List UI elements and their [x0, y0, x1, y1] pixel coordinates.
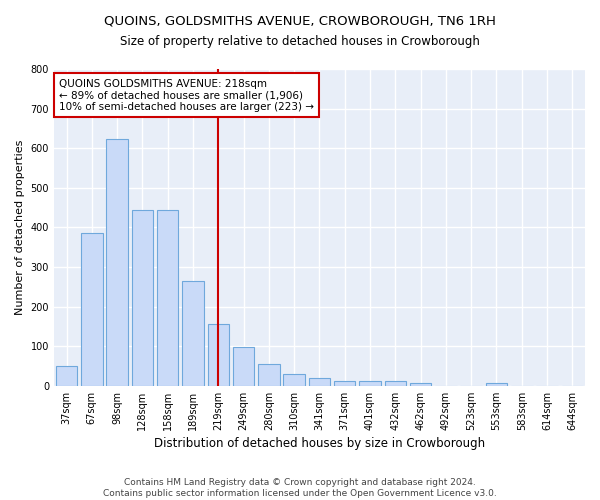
X-axis label: Distribution of detached houses by size in Crowborough: Distribution of detached houses by size …	[154, 437, 485, 450]
Bar	[208, 324, 229, 386]
Text: Contains HM Land Registry data © Crown copyright and database right 2024.
Contai: Contains HM Land Registry data © Crown c…	[103, 478, 497, 498]
Bar	[334, 381, 355, 386]
Text: Size of property relative to detached houses in Crowborough: Size of property relative to detached ho…	[120, 35, 480, 48]
Bar	[81, 234, 103, 386]
Bar	[233, 347, 254, 386]
Text: QUOINS, GOLDSMITHS AVENUE, CROWBOROUGH, TN6 1RH: QUOINS, GOLDSMITHS AVENUE, CROWBOROUGH, …	[104, 15, 496, 28]
Bar	[410, 382, 431, 386]
Bar	[258, 364, 280, 386]
Bar	[182, 281, 204, 386]
Bar	[157, 210, 178, 386]
Text: QUOINS GOLDSMITHS AVENUE: 218sqm
← 89% of detached houses are smaller (1,906)
10: QUOINS GOLDSMITHS AVENUE: 218sqm ← 89% o…	[59, 78, 314, 112]
Y-axis label: Number of detached properties: Number of detached properties	[15, 140, 25, 315]
Bar	[131, 210, 153, 386]
Bar	[309, 378, 330, 386]
Bar	[106, 140, 128, 386]
Bar	[359, 381, 381, 386]
Bar	[283, 374, 305, 386]
Bar	[385, 380, 406, 386]
Bar	[56, 366, 77, 386]
Bar	[486, 382, 507, 386]
